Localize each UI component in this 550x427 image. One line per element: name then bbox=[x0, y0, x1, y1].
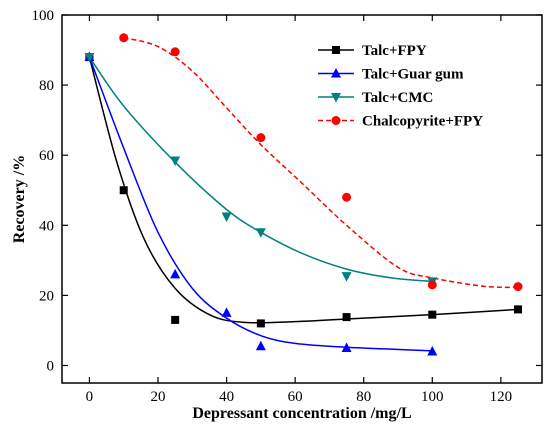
x-tick-label: 100 bbox=[421, 389, 444, 405]
series-lines bbox=[88, 37, 519, 352]
y-tick-label: 40 bbox=[39, 218, 54, 234]
y-axis-title: Recovery /% bbox=[11, 155, 28, 243]
x-axis-title: Depressant concentration /mg/L bbox=[192, 405, 411, 422]
legend: Talc+FPY Talc+Guar gum Talc+CMC Chalcopyrit… bbox=[318, 43, 483, 130]
data-point-talc-cmc bbox=[255, 228, 266, 238]
y-tick-label: 100 bbox=[32, 8, 55, 24]
y-tick-label: 60 bbox=[39, 148, 54, 164]
data-point-chalcopyrite-fpy bbox=[342, 192, 352, 202]
data-point-talc-fpy bbox=[119, 186, 128, 195]
data-point-talc-cmc bbox=[84, 53, 95, 63]
axis-ticks: 0 20 40 60 80 100 120 0 20 40 60 80 100 bbox=[32, 8, 542, 405]
data-point-talc-fpy bbox=[428, 310, 437, 319]
series-line-talc-fpy bbox=[88, 56, 519, 324]
data-point-talc-cmc bbox=[221, 212, 232, 223]
data-point-talc-fpy bbox=[256, 319, 265, 328]
x-tick-label: 120 bbox=[490, 389, 513, 405]
legend-label-talc-cmc: Talc+CMC bbox=[362, 90, 433, 106]
legend-marker-talc-fpy bbox=[332, 46, 340, 54]
legend-label-talc-fpy: Talc+FPY bbox=[362, 43, 427, 59]
data-point-chalcopyrite-fpy bbox=[119, 33, 129, 43]
data-point-talc-fpy bbox=[514, 305, 522, 314]
legend-marker-talc-guar-gum bbox=[331, 68, 341, 78]
data-point-talc-guar-gum bbox=[341, 342, 352, 352]
data-point-chalcopyrite-fpy bbox=[256, 133, 266, 143]
data-point-talc-fpy bbox=[171, 315, 180, 324]
data-point-talc-guar-gum bbox=[255, 340, 266, 351]
data-point-chalcopyrite-fpy bbox=[427, 280, 437, 290]
data-point-talc-guar-gum bbox=[427, 345, 438, 356]
series-line-chalcopyrite-fpy bbox=[123, 37, 519, 289]
data-point-talc-guar-gum bbox=[170, 268, 181, 279]
data-point-chalcopyrite-fpy bbox=[513, 282, 523, 292]
x-tick-label: 60 bbox=[288, 389, 303, 405]
legend-marker-chalcopyrite-fpy bbox=[331, 116, 341, 125]
legend-label-chalcopyrite-fpy: Chalcopyrite+FPY bbox=[362, 114, 483, 130]
data-point-talc-cmc bbox=[170, 156, 181, 166]
data-point-talc-guar-gum bbox=[221, 307, 232, 317]
y-tick-label: 20 bbox=[39, 288, 54, 304]
y-tick-label: 0 bbox=[47, 358, 55, 374]
x-tick-label: 0 bbox=[86, 389, 94, 405]
legend-marker-talc-cmc bbox=[331, 93, 341, 103]
x-tick-label: 20 bbox=[151, 389, 166, 405]
data-point-talc-fpy bbox=[342, 313, 351, 322]
data-point-chalcopyrite-fpy bbox=[170, 47, 180, 57]
data-point-talc-cmc bbox=[341, 272, 352, 282]
x-tick-label: 40 bbox=[219, 389, 234, 405]
y-tick-label: 80 bbox=[39, 78, 54, 94]
x-tick-label: 80 bbox=[356, 389, 371, 405]
legend-label-talc-guar-gum: Talc+Guar gum bbox=[362, 67, 464, 83]
plot-area bbox=[61, 14, 543, 384]
series-points bbox=[84, 33, 523, 356]
